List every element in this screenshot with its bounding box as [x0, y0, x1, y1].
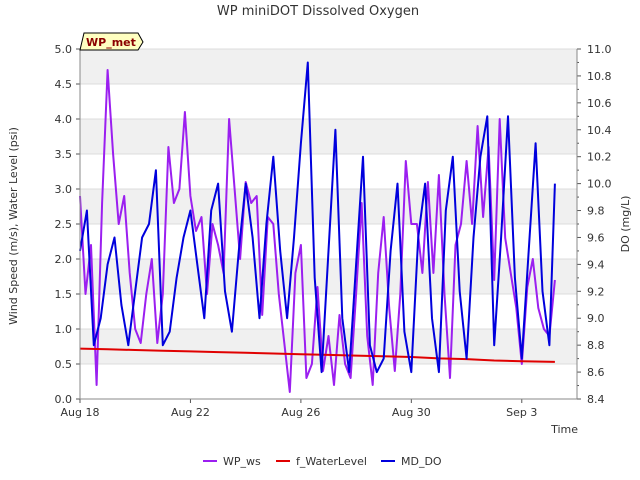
y-tick-label: 1.0: [55, 323, 73, 336]
badge-shape: [79, 32, 144, 51]
y-tick-label: 4.5: [55, 78, 73, 91]
x-tick-label: Aug 26: [281, 406, 320, 419]
grid-band: [80, 49, 577, 84]
y2-tick-label: 10.8: [587, 70, 612, 83]
grid-band: [80, 189, 577, 224]
y2-tick-label: 8.8: [587, 339, 605, 352]
y2-tick-label: 8.4: [587, 393, 605, 406]
y2-tick-label: 10.4: [587, 124, 612, 137]
y-axis-label: Wind Speed (m/s), Water Level (psi): [7, 127, 20, 325]
y-tick-label: 4.0: [55, 113, 73, 126]
y2-tick-label: 9.8: [587, 205, 605, 218]
grid-band: [80, 119, 577, 154]
y2-tick-label: 8.6: [587, 366, 605, 379]
y-tick-label: 5.0: [55, 43, 73, 56]
y-tick-label: 2.0: [55, 253, 73, 266]
series-line-f_WaterLevel: [79, 347, 555, 363]
y2-tick-label: 10.0: [587, 178, 612, 191]
series-line-MD_DO: [79, 61, 556, 374]
y-tick-label: 1.5: [55, 288, 73, 301]
x-tick-label: Aug 30: [392, 406, 431, 419]
legend-label: MD_DO: [401, 455, 442, 468]
site-badge: WP_met: [79, 32, 144, 51]
x-tick-label: Sep 3: [506, 406, 537, 419]
axes: 0.0 0.5 1.0 1.5 2.0 2.5 3.0 3.5 4.0 4.5 5.0 8.4 8.6 8…: [55, 43, 612, 419]
legend-label: f_WaterLevel: [296, 455, 367, 468]
y2-tick-label: 9.6: [587, 231, 605, 244]
y-tick-label: 0.0: [55, 393, 73, 406]
x-axis-label: Time: [550, 423, 578, 436]
grid-band: [80, 329, 577, 364]
y-tick-label: 3.5: [55, 148, 73, 161]
y2-axis-label: DO (mg/L): [619, 196, 632, 253]
badge-text: WP_met: [86, 36, 136, 49]
legend-label: WP_ws: [223, 455, 261, 468]
chart-title: WP miniDOT Dissolved Oxygen: [217, 4, 419, 19]
y2-tick-label: 10.6: [587, 97, 612, 110]
y-tick-label: 3.0: [55, 183, 73, 196]
legend: WP_ws f_WaterLevel MD_DO: [203, 455, 442, 468]
y2-tick-label: 9.0: [587, 312, 605, 325]
x-tick-label: Aug 22: [171, 406, 210, 419]
y2-tick-label: 10.2: [587, 151, 612, 164]
y2-tick-label: 11.0: [587, 43, 612, 56]
series-layer: [79, 61, 556, 393]
y2-tick-label: 9.4: [587, 258, 605, 271]
y2-tick-label: 9.2: [587, 285, 605, 298]
series-line-WP_ws: [79, 69, 556, 393]
x-tick-label: Aug 18: [61, 406, 100, 419]
y-tick-label: 2.5: [55, 218, 73, 231]
y-tick-label: 0.5: [55, 358, 73, 371]
